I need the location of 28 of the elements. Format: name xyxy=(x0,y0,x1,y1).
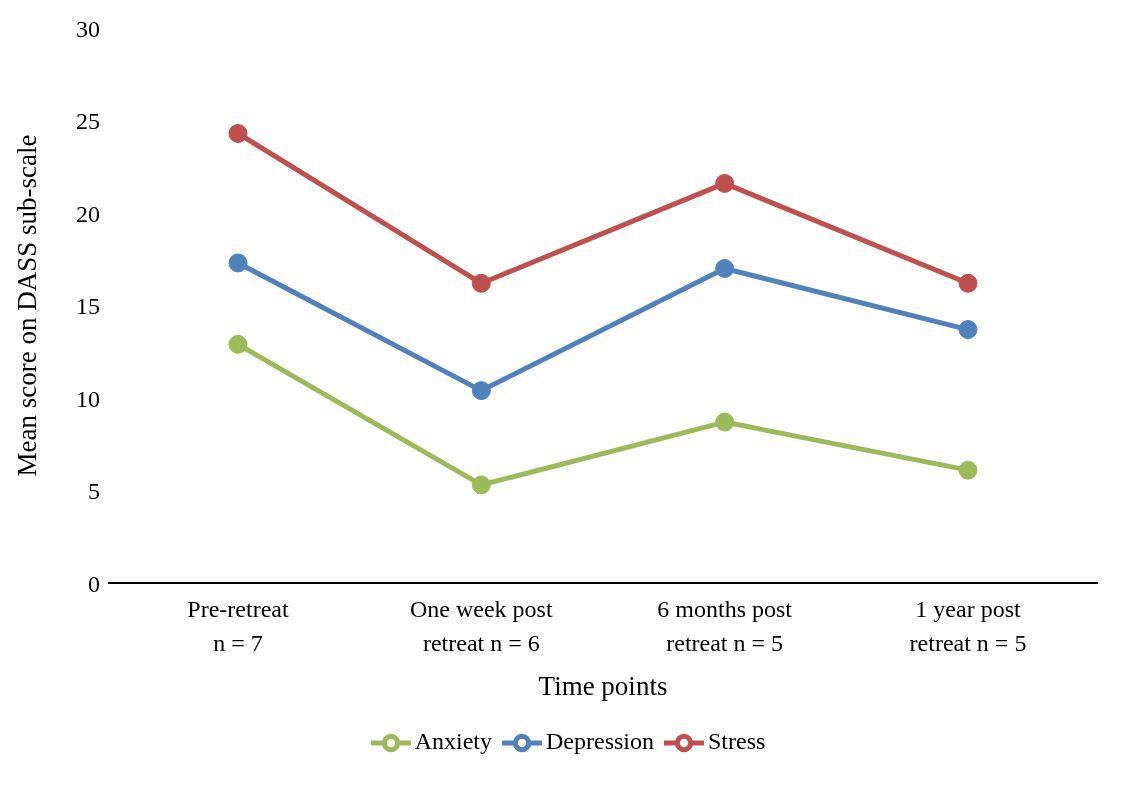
legend-label: Depression xyxy=(546,727,654,754)
point xyxy=(228,253,248,273)
y-tick-label: 5 xyxy=(88,478,100,505)
legend-label: Stress xyxy=(707,727,766,754)
point xyxy=(715,412,735,432)
point xyxy=(958,320,978,340)
point xyxy=(958,460,978,480)
point xyxy=(715,259,735,278)
y-axis-title: Mean score on DASS sub-scale xyxy=(11,134,42,477)
x-tick-label: Pre-retreat n = 7 xyxy=(187,596,289,656)
point xyxy=(958,273,978,293)
y-tick-label: 15 xyxy=(76,293,100,320)
x-axis-title: Time points xyxy=(538,671,668,701)
y-tick-label: 20 xyxy=(76,200,100,227)
x-tick-label: 1 year post retreat n = 5 xyxy=(909,596,1027,656)
legend-label: Anxiety xyxy=(414,727,492,754)
y-tick-label: 0 xyxy=(88,570,100,597)
point xyxy=(471,381,491,401)
y-tick-label: 25 xyxy=(76,108,100,135)
point xyxy=(228,334,248,354)
point xyxy=(471,273,491,293)
point xyxy=(471,475,491,495)
y-tick-label: 30 xyxy=(76,15,100,42)
x-tick-label: One week post retreat n = 6 xyxy=(410,596,553,656)
point xyxy=(715,173,735,193)
y-tick-label: 10 xyxy=(76,385,100,412)
point xyxy=(228,123,248,143)
x-tick-label: 6 months post retreat n = 5 xyxy=(657,596,793,656)
